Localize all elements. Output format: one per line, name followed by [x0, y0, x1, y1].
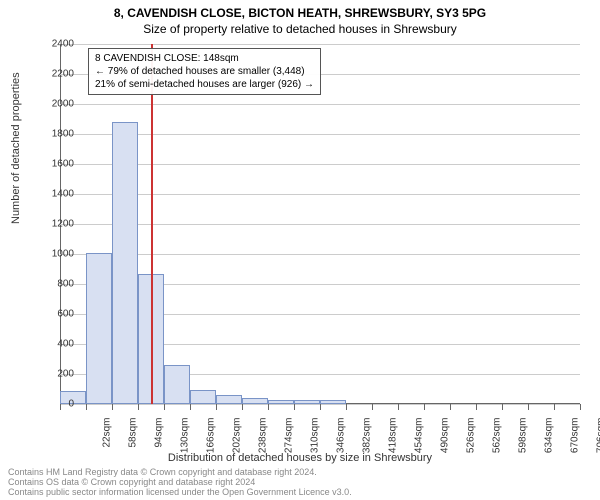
x-tick — [320, 404, 321, 410]
histogram-bar — [294, 400, 320, 404]
y-axis-label: Number of detached properties — [10, 72, 22, 224]
footer-line1: Contains HM Land Registry data © Crown c… — [8, 467, 352, 477]
footer-line3: Contains public sector information licen… — [8, 487, 352, 497]
x-tick — [60, 404, 61, 410]
histogram-bar — [216, 395, 242, 404]
y-tick-label: 2400 — [52, 39, 74, 50]
x-tick — [164, 404, 165, 410]
chart-title-main: 8, CAVENDISH CLOSE, BICTON HEATH, SHREWS… — [0, 0, 600, 20]
x-tick-label: 310sqm — [310, 418, 321, 468]
chart-container: 8, CAVENDISH CLOSE, BICTON HEATH, SHREWS… — [0, 0, 600, 500]
y-tick-label: 1400 — [52, 189, 74, 200]
histogram-bar — [190, 390, 216, 404]
x-tick-label: 238sqm — [258, 418, 269, 468]
x-tick-label: 274sqm — [284, 418, 295, 468]
x-tick-label: 346sqm — [336, 418, 347, 468]
x-tick — [242, 404, 243, 410]
y-tick-label: 400 — [57, 339, 74, 350]
x-tick-label: 58sqm — [128, 418, 139, 468]
y-tick-label: 2000 — [52, 99, 74, 110]
x-tick — [294, 404, 295, 410]
histogram-bar — [320, 400, 346, 404]
y-tick-label: 200 — [57, 369, 74, 380]
x-tick-label: 382sqm — [362, 418, 373, 468]
x-tick-label: 22sqm — [102, 418, 113, 468]
y-tick-label: 800 — [57, 279, 74, 290]
x-tick-label: 634sqm — [544, 418, 555, 468]
x-tick-label: 94sqm — [154, 418, 165, 468]
histogram-bar — [112, 122, 138, 404]
annotation-line: 8 CAVENDISH CLOSE: 148sqm — [95, 52, 314, 65]
plot-area: 8 CAVENDISH CLOSE: 148sqm← 79% of detach… — [60, 44, 580, 404]
histogram-bar — [268, 400, 294, 405]
chart-title-sub: Size of property relative to detached ho… — [0, 20, 600, 36]
marker-line — [151, 44, 153, 404]
x-tick — [424, 404, 425, 410]
grid-line — [60, 254, 580, 255]
y-tick-label: 0 — [68, 399, 74, 410]
x-tick — [398, 404, 399, 410]
annotation-line: ← 79% of detached houses are smaller (3,… — [95, 65, 314, 78]
x-axis-label: Distribution of detached houses by size … — [0, 452, 600, 464]
y-tick-label: 1600 — [52, 159, 74, 170]
x-tick-label: 166sqm — [206, 418, 217, 468]
grid-line — [60, 104, 580, 105]
x-tick — [346, 404, 347, 410]
x-tick — [112, 404, 113, 410]
y-tick-label: 1200 — [52, 219, 74, 230]
annotation-box: 8 CAVENDISH CLOSE: 148sqm← 79% of detach… — [88, 48, 321, 95]
grid-line — [60, 194, 580, 195]
y-tick-label: 1000 — [52, 249, 74, 260]
x-tick — [450, 404, 451, 410]
x-tick-label: 706sqm — [596, 418, 600, 468]
grid-line — [60, 44, 580, 45]
x-tick — [138, 404, 139, 410]
histogram-bar — [242, 398, 268, 404]
x-tick-label: 562sqm — [492, 418, 503, 468]
x-tick — [190, 404, 191, 410]
histogram-bar — [86, 253, 112, 405]
grid-line — [60, 224, 580, 225]
grid-line — [60, 164, 580, 165]
x-tick — [476, 404, 477, 410]
x-tick — [502, 404, 503, 410]
x-tick — [528, 404, 529, 410]
x-tick-label: 490sqm — [440, 418, 451, 468]
y-tick-label: 2200 — [52, 69, 74, 80]
x-tick — [580, 404, 581, 410]
x-tick-label: 598sqm — [518, 418, 529, 468]
grid-line — [60, 134, 580, 135]
x-tick — [86, 404, 87, 410]
x-tick-label: 202sqm — [232, 418, 243, 468]
x-tick-label: 454sqm — [414, 418, 425, 468]
footer-attribution: Contains HM Land Registry data © Crown c… — [8, 467, 352, 497]
x-tick-label: 670sqm — [570, 418, 581, 468]
x-tick — [554, 404, 555, 410]
x-tick-label: 526sqm — [466, 418, 477, 468]
y-tick-label: 600 — [57, 309, 74, 320]
x-tick — [216, 404, 217, 410]
annotation-line: 21% of semi-detached houses are larger (… — [95, 78, 314, 91]
x-tick — [268, 404, 269, 410]
footer-line2: Contains OS data © Crown copyright and d… — [8, 477, 352, 487]
x-tick — [372, 404, 373, 410]
x-tick-label: 130sqm — [180, 418, 191, 468]
y-tick-label: 1800 — [52, 129, 74, 140]
x-tick-label: 418sqm — [388, 418, 399, 468]
histogram-bar — [164, 365, 190, 404]
